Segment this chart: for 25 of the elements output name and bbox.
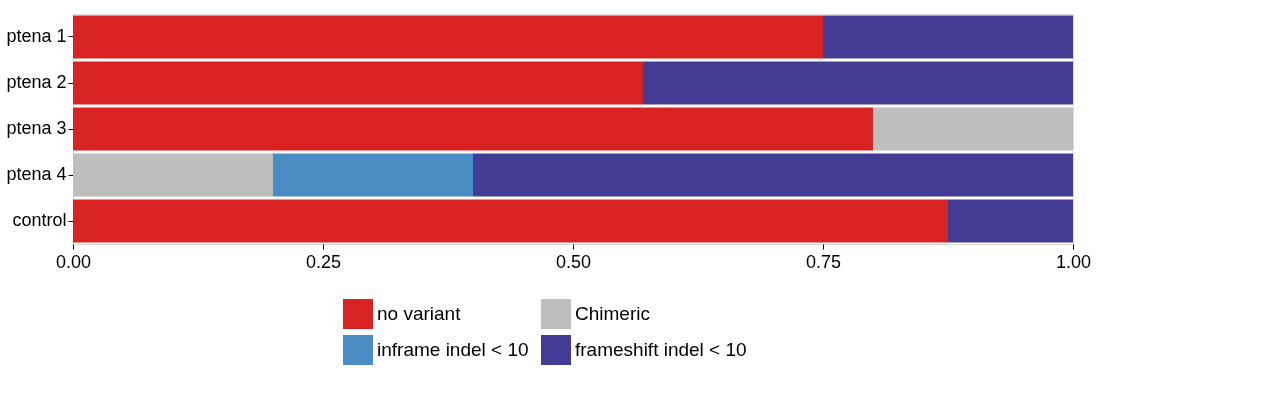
legend-label: inframe indel < 10 xyxy=(377,339,529,360)
bar xyxy=(823,15,1073,59)
x-tick-label: 1.00 xyxy=(1055,251,1092,272)
bar xyxy=(473,153,1073,197)
legend-label: frameshift indel < 10 xyxy=(575,339,747,360)
x-tick-label: 0.00 xyxy=(55,251,92,272)
bar xyxy=(73,153,273,197)
x-tick-label: 0.75 xyxy=(805,251,842,272)
legend-label: no variant xyxy=(377,303,462,324)
y-tick-label: ptena 3 xyxy=(6,118,67,138)
x-tick-label: 0.50 xyxy=(555,251,592,272)
y-tick-label: ptena 2 xyxy=(6,72,67,92)
y-tick-label: control xyxy=(12,210,67,230)
legend-label: Chimeric xyxy=(575,303,650,324)
bar xyxy=(73,15,823,59)
x-tick-label: 0.25 xyxy=(305,251,342,272)
y-tick-label: ptena 4 xyxy=(6,164,67,184)
bar xyxy=(873,107,1073,151)
bar xyxy=(73,107,873,151)
y-tick-label: ptena 1 xyxy=(6,26,67,46)
bar xyxy=(73,61,643,105)
bar xyxy=(948,199,1073,243)
bar xyxy=(273,153,473,197)
bar xyxy=(73,199,948,243)
bar xyxy=(643,61,1073,105)
